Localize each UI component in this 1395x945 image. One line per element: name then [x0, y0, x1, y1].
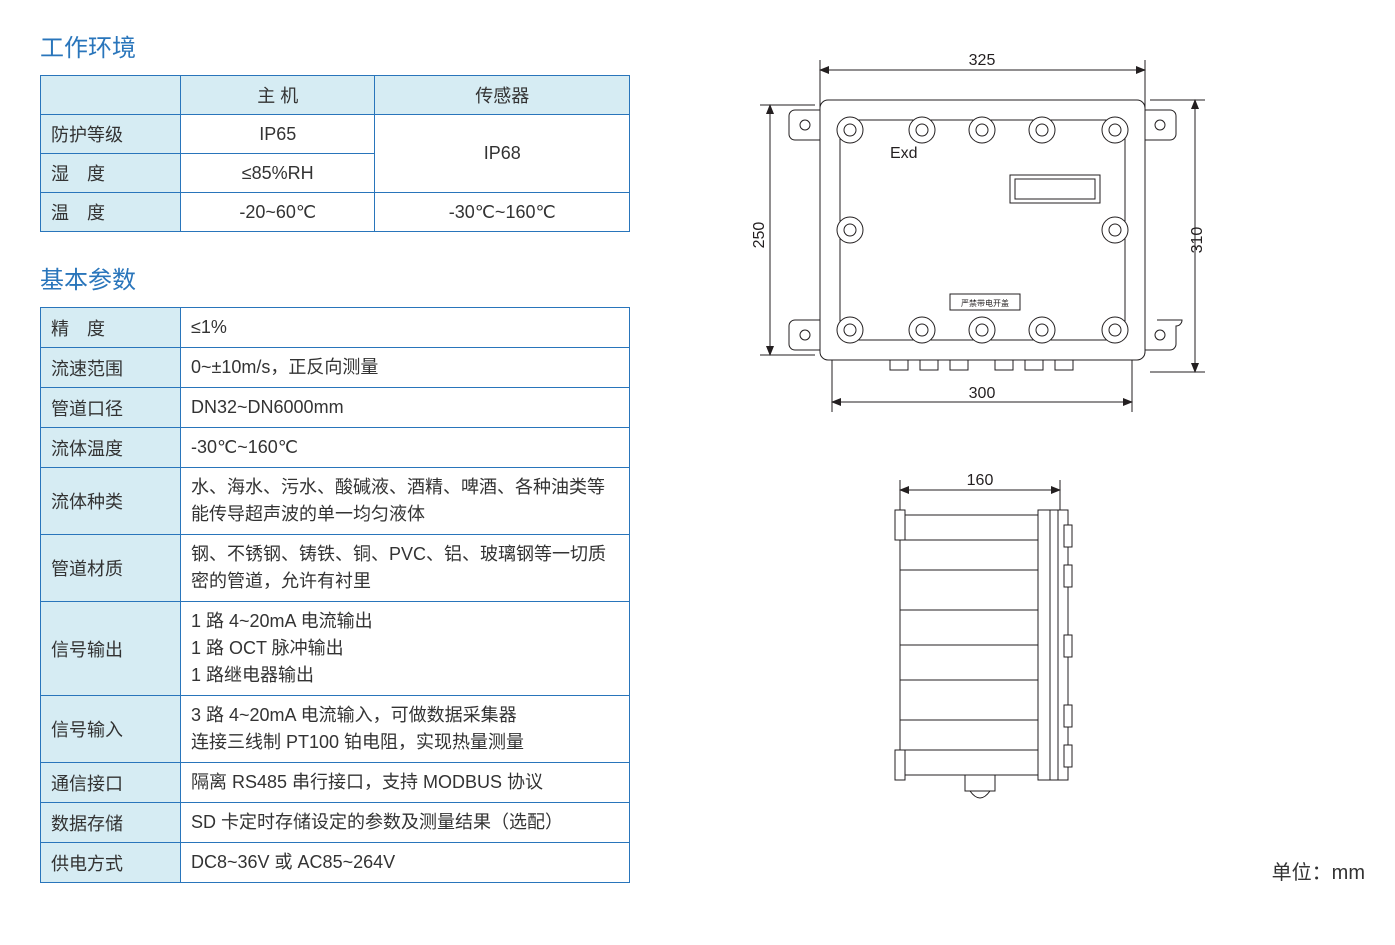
unit-label: 单位：mm — [1272, 856, 1365, 885]
env-table: 主 机 传感器 防护等级 IP65 IP68 湿 度 ≤85%RH 温 度 -2… — [40, 75, 630, 232]
env-r2-sensor: -30℃~160℃ — [375, 193, 630, 232]
param-value: -30℃~160℃ — [181, 428, 630, 468]
param-value: 水、海水、污水、酸碱液、酒精、啤酒、各种油类等能传导超声波的单一均匀液体 — [181, 468, 630, 535]
table-row: 供电方式DC8~36V 或 AC85~264V — [41, 843, 630, 883]
table-row: 信号输入3 路 4~20mA 电流输入，可做数据采集器 连接三线制 PT100 … — [41, 696, 630, 763]
env-r1-label: 湿 度 — [41, 154, 181, 193]
param-table: 精 度≤1%流速范围0~±10m/s，正反向测量管道口径DN32~DN6000m… — [40, 307, 630, 883]
table-row: 流速范围0~±10m/s，正反向测量 — [41, 348, 630, 388]
table-row: 流体种类水、海水、污水、酸碱液、酒精、啤酒、各种油类等能传导超声波的单一均匀液体 — [41, 468, 630, 535]
param-label: 流体种类 — [41, 468, 181, 535]
env-r0-host: IP65 — [181, 115, 375, 154]
param-value: 隔离 RS485 串行接口，支持 MODBUS 协议 — [181, 763, 630, 803]
table-row: 防护等级 IP65 IP68 — [41, 115, 630, 154]
param-label: 精 度 — [41, 308, 181, 348]
env-section-title: 工作环境 — [40, 28, 630, 63]
param-label: 流体温度 — [41, 428, 181, 468]
env-r0-sensor: IP68 — [375, 115, 630, 193]
table-row: 精 度≤1% — [41, 308, 630, 348]
env-h1: 主 机 — [181, 76, 375, 115]
param-value: 3 路 4~20mA 电流输入，可做数据采集器 连接三线制 PT100 铂电阻，… — [181, 696, 630, 763]
param-label: 数据存储 — [41, 803, 181, 843]
param-label: 通信接口 — [41, 763, 181, 803]
exd-label: Exd — [890, 145, 918, 162]
dim-right: 310 — [1189, 227, 1206, 254]
param-value: DC8~36V 或 AC85~264V — [181, 843, 630, 883]
param-value: 钢、不锈钢、铸铁、铜、PVC、铝、玻璃钢等一切质密的管道，允许有衬里 — [181, 535, 630, 602]
dimension-diagram: 325 — [710, 30, 1230, 905]
env-h2: 传感器 — [375, 76, 630, 115]
param-section-title: 基本参数 — [40, 260, 630, 295]
table-row: 通信接口隔离 RS485 串行接口，支持 MODBUS 协议 — [41, 763, 630, 803]
table-row: 流体温度-30℃~160℃ — [41, 428, 630, 468]
param-value: SD 卡定时存储设定的参数及测量结果（选配） — [181, 803, 630, 843]
param-value: 1 路 4~20mA 电流输出 1 路 OCT 脉冲输出 1 路继电器输出 — [181, 602, 630, 696]
table-row: 管道口径DN32~DN6000mm — [41, 388, 630, 428]
param-label: 供电方式 — [41, 843, 181, 883]
dim-bottom: 300 — [969, 385, 996, 402]
param-label: 管道口径 — [41, 388, 181, 428]
table-row: 温 度 -20~60℃ -30℃~160℃ — [41, 193, 630, 232]
param-label: 信号输入 — [41, 696, 181, 763]
dim-top: 325 — [969, 52, 996, 69]
table-row: 信号输出1 路 4~20mA 电流输出 1 路 OCT 脉冲输出 1 路继电器输… — [41, 602, 630, 696]
param-value: ≤1% — [181, 308, 630, 348]
warn-label: 严禁带电开盖 — [961, 298, 1009, 308]
table-row: 数据存储SD 卡定时存储设定的参数及测量结果（选配） — [41, 803, 630, 843]
dim-side-top: 160 — [967, 472, 994, 489]
param-label: 流速范围 — [41, 348, 181, 388]
param-label: 管道材质 — [41, 535, 181, 602]
env-r1-host: ≤85%RH — [181, 154, 375, 193]
env-r0-label: 防护等级 — [41, 115, 181, 154]
table-row: 管道材质钢、不锈钢、铸铁、铜、PVC、铝、玻璃钢等一切质密的管道，允许有衬里 — [41, 535, 630, 602]
env-r2-host: -20~60℃ — [181, 193, 375, 232]
env-r2-label: 温 度 — [41, 193, 181, 232]
dim-left: 250 — [751, 222, 768, 249]
param-value: DN32~DN6000mm — [181, 388, 630, 428]
param-value: 0~±10m/s，正反向测量 — [181, 348, 630, 388]
env-h0 — [41, 76, 181, 115]
param-label: 信号输出 — [41, 602, 181, 696]
